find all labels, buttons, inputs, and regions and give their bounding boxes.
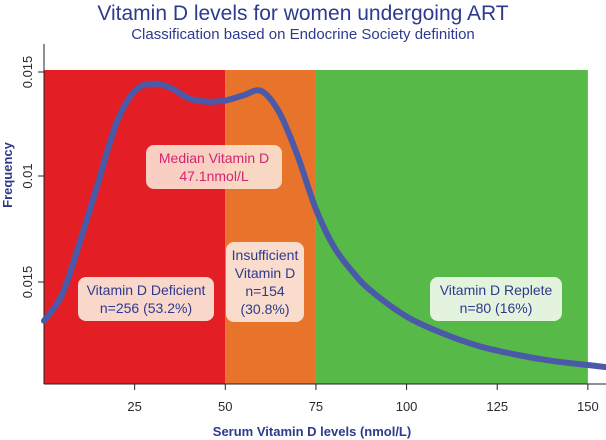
x-tick-label-3: 100 <box>396 399 418 414</box>
replete-label-background <box>430 277 562 321</box>
median-annotation-background <box>146 145 282 189</box>
y-tick-label-2: 0.015 <box>20 266 35 299</box>
region-1 <box>225 70 316 384</box>
replete-label: Vitamin D Replete n=80 (16%) <box>430 277 562 321</box>
region-0 <box>44 70 226 384</box>
region-2 <box>315 70 588 384</box>
x-tick-label-4: 125 <box>486 399 508 414</box>
x-axis-label: Serum Vitamin D levels (nmol/L) <box>213 424 411 439</box>
y-axis-label: Frequency <box>0 141 15 208</box>
insufficient-label-line-0: Insufficient <box>232 247 299 263</box>
replete-label-line-1: n=80 (16%) <box>460 300 533 316</box>
chart-subtitle: Classification based on Endocrine Societ… <box>131 26 475 43</box>
median-annotation-line-1: 47.1nmol/L <box>179 168 248 184</box>
chart-title: Vitamin D levels for women undergoing AR… <box>97 2 508 25</box>
annotations: Median Vitamin D 47.1nmol/L Vitamin D Defi… <box>78 145 562 322</box>
axes: 25 50 75 100 125 150 0.015 0.01 0.015 <box>20 44 606 414</box>
median-annotation: Median Vitamin D 47.1nmol/L <box>146 145 282 189</box>
deficient-label-line-0: Vitamin D Deficient <box>87 282 206 298</box>
x-tick-label-1: 50 <box>218 399 232 414</box>
x-tick-label-2: 75 <box>309 399 323 414</box>
deficient-label-background <box>78 277 214 321</box>
insufficient-label-line-1: Vitamin D <box>235 265 295 281</box>
replete-label-line-0: Vitamin D Replete <box>440 282 553 298</box>
insufficient-label-line-3: (30.8%) <box>240 301 289 317</box>
insufficient-label-line-2: n=154 <box>245 283 285 299</box>
insufficient-label-background <box>226 242 304 322</box>
insufficient-label: Insufficient Vitamin D n=154 (30.8%) <box>226 242 304 322</box>
density-curve-layer <box>41 80 606 371</box>
classification-regions <box>44 70 588 384</box>
density-curve <box>41 80 606 371</box>
deficient-label-line-1: n=256 (53.2%) <box>100 300 192 316</box>
y-tick-label-1: 0.01 <box>20 163 35 188</box>
x-tick-label-0: 25 <box>127 399 141 414</box>
x-tick-label-5: 150 <box>577 399 599 414</box>
deficient-label: Vitamin D Deficient n=256 (53.2%) <box>78 277 214 321</box>
y-tick-label-0: 0.015 <box>20 56 35 89</box>
median-annotation-line-0: Median Vitamin D <box>159 150 269 166</box>
